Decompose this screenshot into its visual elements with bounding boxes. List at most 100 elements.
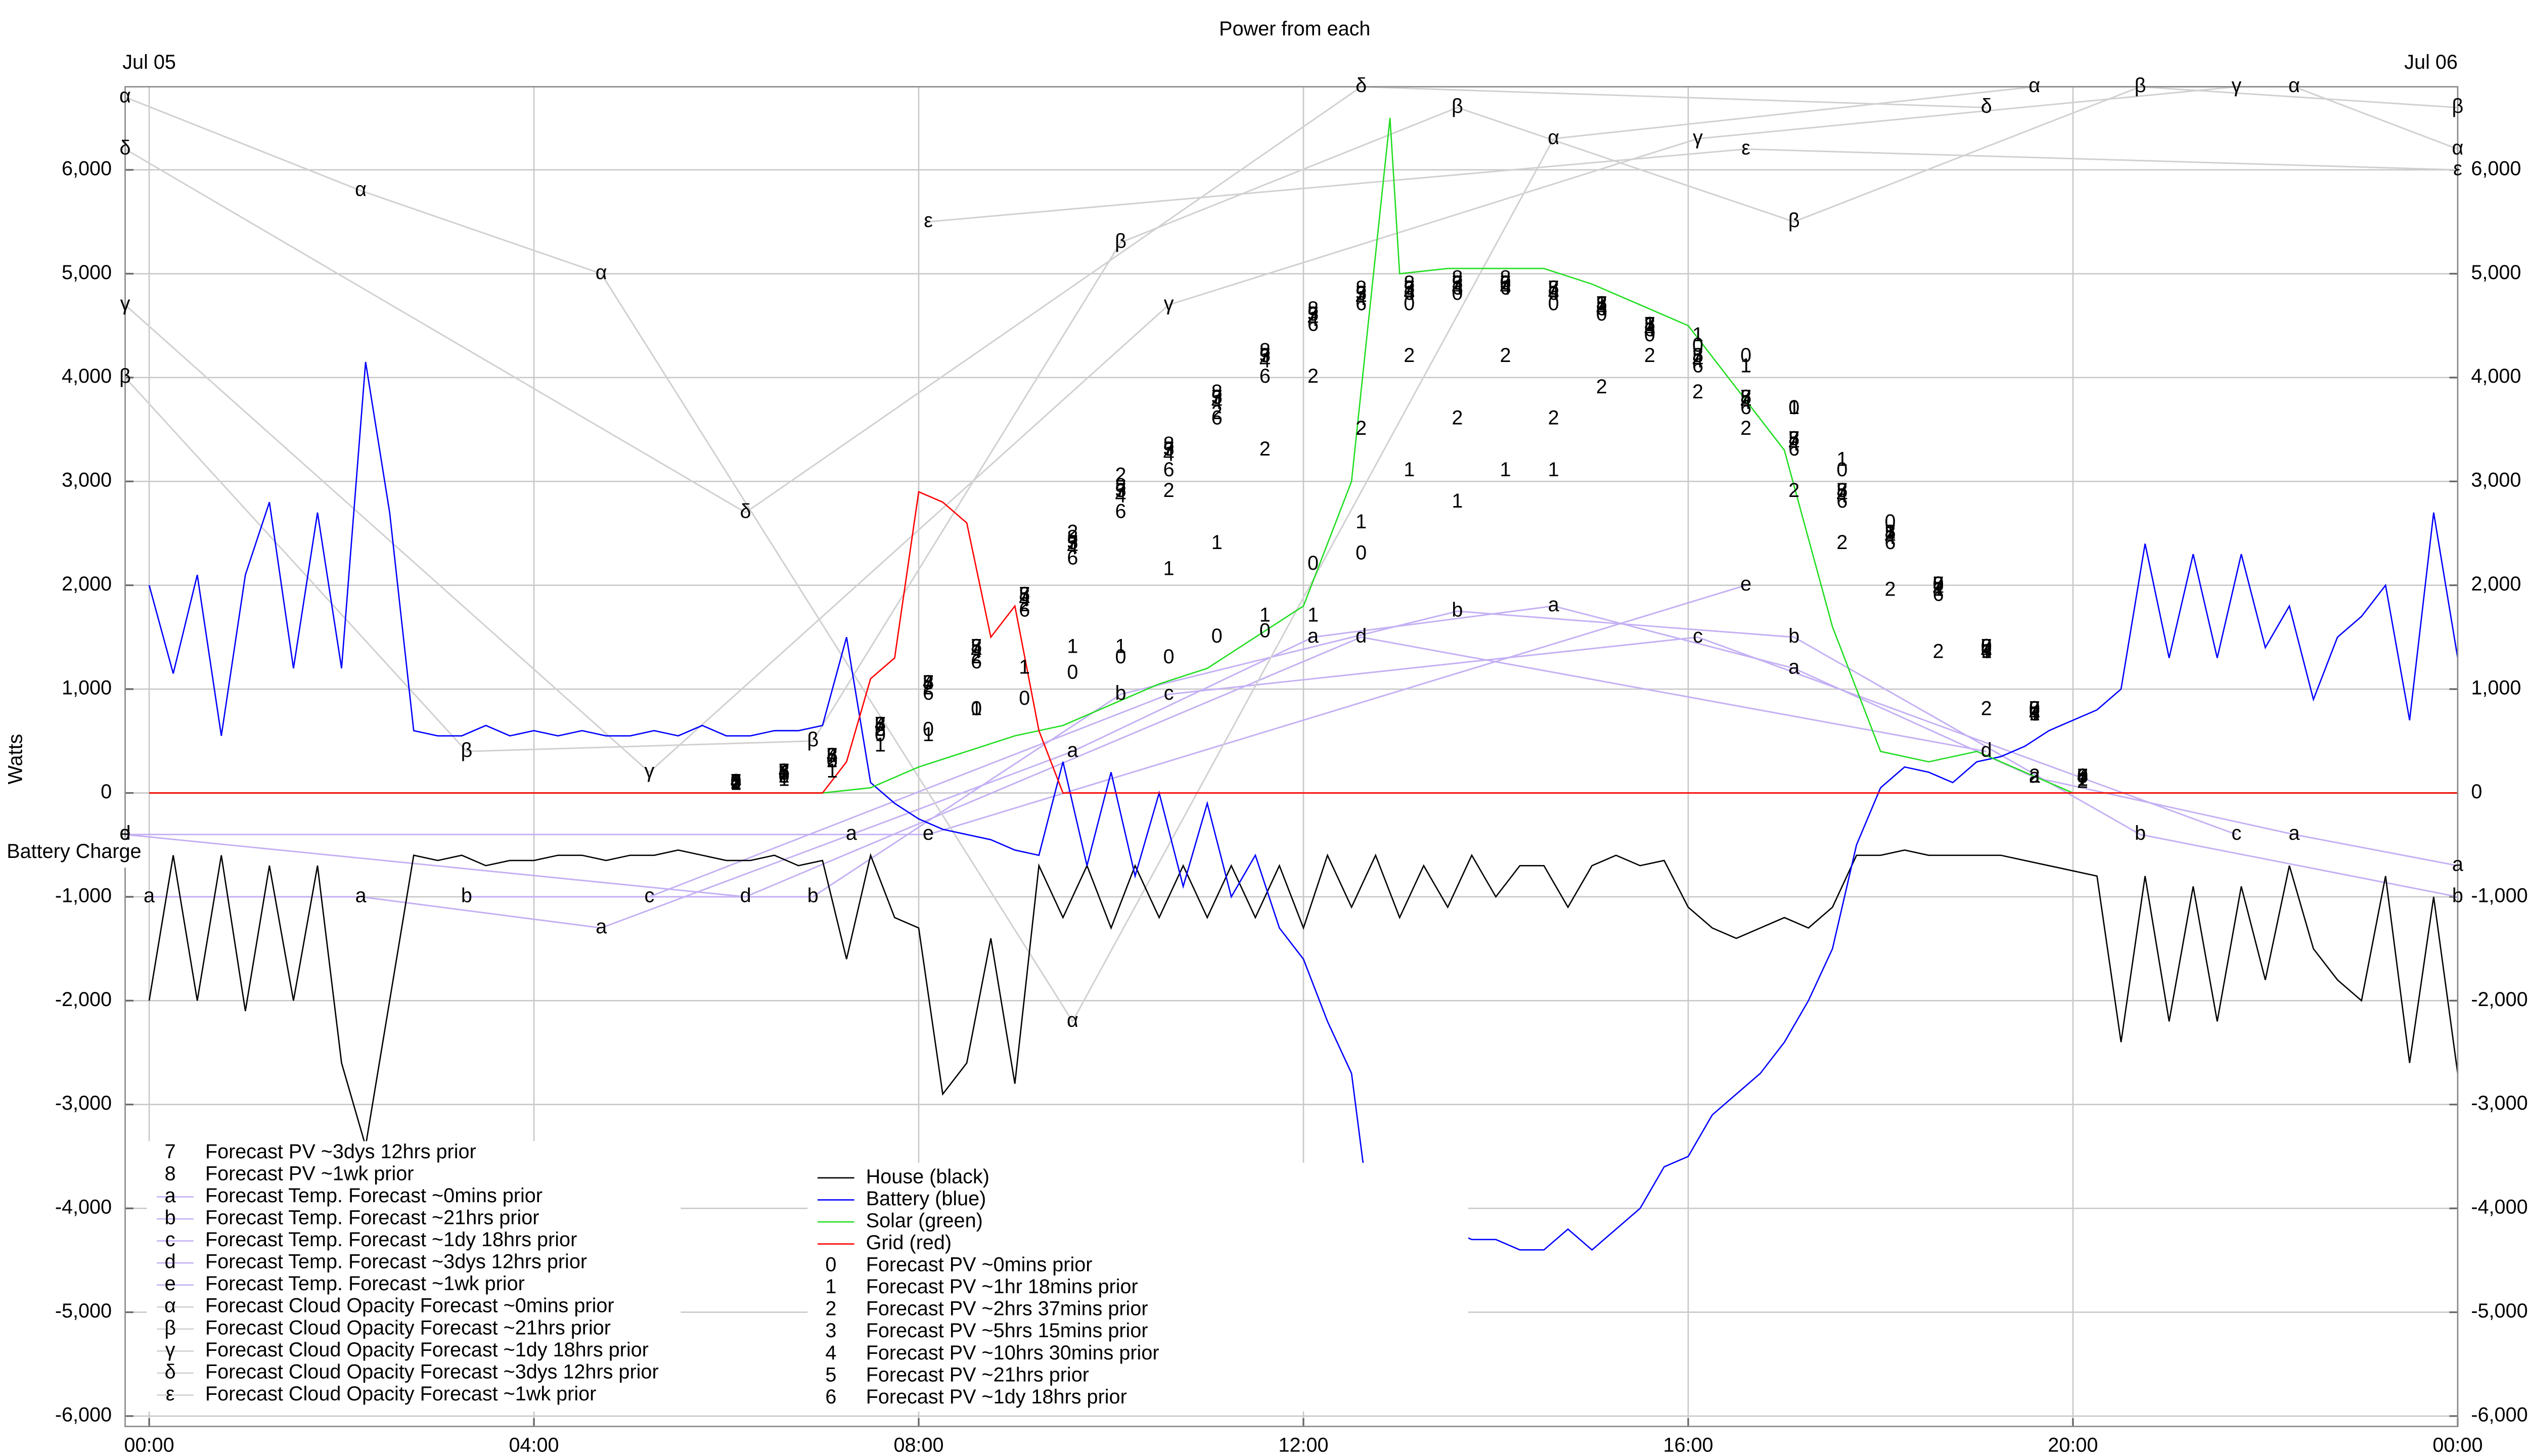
point-marker: 0 [827, 749, 838, 771]
point-marker: 0 [1019, 687, 1030, 709]
point-marker: 1 [1788, 396, 1799, 419]
point-marker: 7 [1211, 386, 1223, 408]
point-marker: α [1067, 1009, 1078, 1031]
point-marker: 5 [1404, 277, 1415, 299]
legend-symbol: 3 [825, 1320, 836, 1342]
point-marker: 5 [1452, 271, 1463, 294]
point-marker: 2 [1548, 406, 1559, 429]
legend-symbol: 4 [825, 1342, 836, 1364]
point-marker: 2 [1259, 438, 1271, 460]
y-tick-label: -1,000 [55, 884, 112, 906]
annotation: Battery Charge [7, 840, 141, 862]
point-marker: 8 [1981, 635, 1992, 657]
point-marker: 0 [2077, 765, 2088, 787]
point-marker: α [596, 261, 607, 284]
point-marker: 6 [1307, 313, 1319, 336]
point-marker: 7 [1163, 438, 1175, 460]
point-marker: β [461, 739, 472, 761]
point-marker: 2 [1067, 521, 1078, 543]
legend-box [807, 1163, 1469, 1412]
point-marker: 6 [1019, 599, 1030, 621]
point-marker: 0 [1884, 511, 1895, 533]
point-marker: 8 [1452, 266, 1463, 289]
point-marker: 2 [1644, 344, 1655, 367]
point-marker: 1 [1067, 635, 1078, 657]
point-marker: 0 [1356, 541, 1367, 564]
legend-symbol: α [164, 1295, 176, 1317]
point-marker: 7 [1356, 282, 1367, 304]
point-marker: 7 [1500, 271, 1511, 294]
point-marker: 3 [1019, 583, 1030, 606]
point-marker: 1 [1933, 578, 1944, 600]
point-marker: 7 [1019, 583, 1030, 606]
point-marker: 0 [1211, 625, 1223, 647]
point-marker: 8 [1115, 474, 1126, 496]
point-marker: 4 [731, 770, 742, 792]
point-marker: 6 [2077, 765, 2088, 787]
point-marker: 7 [2077, 765, 2088, 787]
series-line [149, 605, 2458, 929]
y-tick-label: 1,000 [62, 677, 112, 699]
point-marker: 7 [1596, 292, 1607, 314]
legend-label: Forecast Cloud Opacity Forecast ~21hrs p… [205, 1316, 611, 1339]
point-marker: 4 [1788, 433, 1799, 455]
point-marker: 0 [1788, 396, 1799, 419]
point-marker: 0 [1548, 292, 1559, 314]
point-marker: 8 [1067, 526, 1078, 549]
legend-label: Forecast PV ~2hrs 37mins prior [866, 1298, 1148, 1320]
point-marker: 2 [1404, 344, 1415, 367]
point-marker: 8 [2029, 698, 2040, 720]
point-marker: 1 [1019, 656, 1030, 678]
point-marker: 4 [923, 671, 934, 694]
point-marker: b [1788, 625, 1799, 647]
point-marker: 8 [1933, 573, 1944, 595]
legend-symbol: 0 [825, 1254, 836, 1276]
point-marker: 2 [1981, 698, 1992, 720]
point-marker: 0 [1163, 646, 1175, 668]
point-marker: 5 [1836, 479, 1847, 502]
point-marker: 1 [1884, 521, 1895, 543]
point-marker: β [2452, 95, 2464, 117]
point-marker: 6 [827, 749, 838, 771]
point-marker: 8 [971, 635, 982, 657]
point-marker: 0 [971, 698, 982, 720]
point-marker: 8 [1307, 298, 1319, 320]
point-marker: 1 [1692, 324, 1703, 346]
point-marker: e [119, 822, 130, 844]
point-marker: 5 [1884, 521, 1895, 543]
date-label: Jul 06 [2404, 51, 2458, 73]
point-marker: b [461, 884, 472, 906]
point-marker: 6 [1981, 641, 1992, 663]
point-marker: 7 [827, 744, 838, 766]
point-marker: 5 [827, 744, 838, 766]
point-marker: 3 [2077, 765, 2088, 787]
point-marker: 4 [1548, 282, 1559, 304]
point-marker: 8 [1500, 266, 1511, 289]
point-marker: 5 [2029, 698, 2040, 720]
y-tick-label: 5,000 [2471, 261, 2521, 284]
point-marker: 4 [1452, 277, 1463, 299]
point-marker: a [355, 884, 367, 906]
point-marker: 7 [1933, 573, 1944, 595]
y-tick-label: 1,000 [2471, 677, 2521, 699]
point-marker: β [1115, 230, 1126, 252]
point-marker: 4 [1933, 578, 1944, 600]
point-marker: 3 [2029, 698, 2040, 720]
point-marker: 6 [1933, 583, 1944, 606]
point-marker: 5 [1596, 292, 1607, 314]
point-marker: 5 [1933, 573, 1944, 595]
point-marker: 5 [1211, 386, 1223, 408]
y-tick-label: -4,000 [2471, 1196, 2527, 1218]
legend-symbol: 8 [165, 1162, 176, 1185]
point-marker: β [807, 729, 819, 751]
point-marker: α [355, 178, 367, 201]
point-marker: 6 [1692, 355, 1703, 377]
point-marker: 1 [1981, 641, 1992, 663]
point-marker: b [1452, 599, 1463, 621]
point-marker: 6 [971, 651, 982, 673]
point-marker: c [1693, 625, 1703, 647]
point-marker: 2 [923, 677, 934, 699]
point-marker: α [2028, 74, 2040, 97]
point-marker: β [119, 365, 131, 387]
